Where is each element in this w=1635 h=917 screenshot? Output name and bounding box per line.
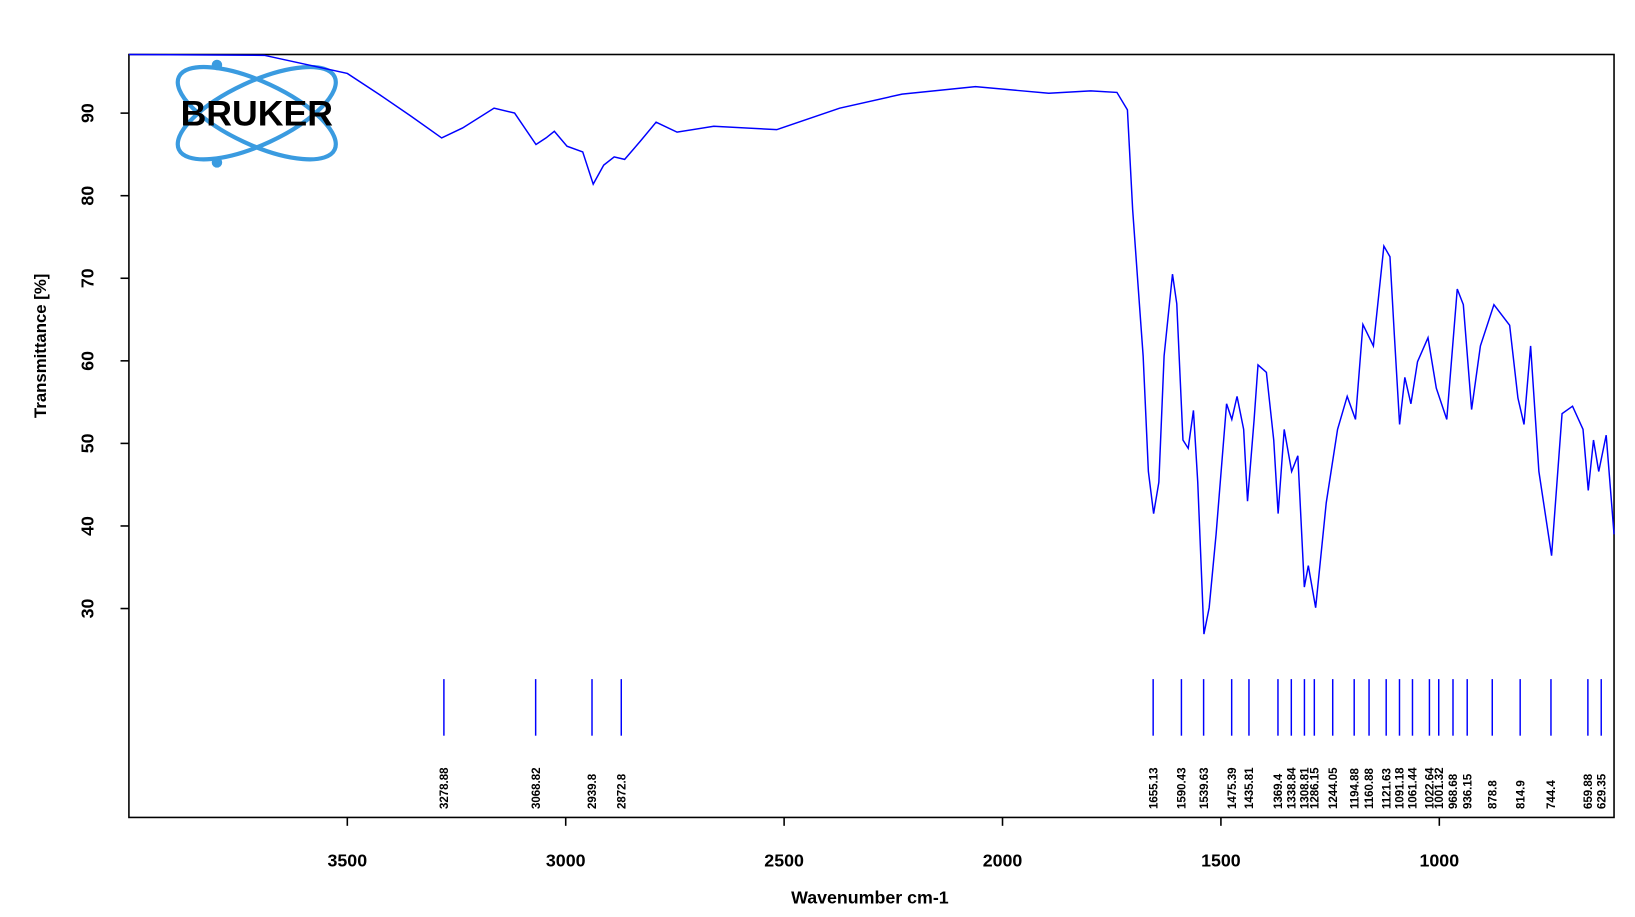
peak-label: 1539.63 bbox=[1199, 767, 1211, 809]
y-tick-label: 50 bbox=[77, 433, 97, 453]
logo: BRUKER bbox=[175, 59, 338, 168]
peak-label: 744.4 bbox=[1546, 780, 1558, 809]
y-tick-label: 40 bbox=[77, 516, 97, 536]
logo-text: BRUKER bbox=[181, 94, 333, 134]
peak-label: 1244.05 bbox=[1328, 767, 1340, 809]
peak-label: 1160.88 bbox=[1364, 767, 1376, 809]
peak-label: 1590.43 bbox=[1177, 767, 1189, 809]
peak-label: 1001.32 bbox=[1434, 767, 1446, 809]
spectrum-line bbox=[128, 53, 1615, 635]
x-tick-label: 3000 bbox=[546, 851, 586, 871]
y-tick-label: 60 bbox=[77, 351, 97, 371]
peak-label: 1091.18 bbox=[1395, 767, 1407, 809]
peak-label: 1338.84 bbox=[1287, 767, 1299, 809]
peak-label: 1194.88 bbox=[1349, 767, 1361, 809]
peak-label: 814.9 bbox=[1515, 780, 1527, 809]
peak-label: 629.35 bbox=[1596, 773, 1608, 809]
peak-label: 1369.4 bbox=[1273, 773, 1285, 809]
peak-label: 3068.82 bbox=[531, 767, 543, 809]
peak-label: 1475.39 bbox=[1227, 767, 1239, 809]
peak-label: 1061.44 bbox=[1408, 767, 1420, 809]
x-tick-label: 2500 bbox=[764, 851, 804, 871]
peak-label: 968.68 bbox=[1448, 773, 1460, 809]
peak-label: 936.15 bbox=[1462, 773, 1474, 809]
y-tick-label: 30 bbox=[77, 599, 97, 619]
peak-label: 1435.81 bbox=[1244, 767, 1256, 809]
y-tick-label: 90 bbox=[77, 103, 97, 123]
peak-label: 1286.15 bbox=[1310, 767, 1322, 809]
x-tick-label: 1500 bbox=[1201, 851, 1241, 871]
y-tick-label: 80 bbox=[77, 186, 97, 206]
plot-frame bbox=[128, 53, 1615, 819]
peak-label: 1121.63 bbox=[1381, 768, 1393, 809]
peak-label: 659.88 bbox=[1583, 773, 1595, 809]
peak-label: 1308.81 bbox=[1300, 767, 1312, 809]
peak-label: 3278.88 bbox=[439, 767, 451, 809]
peak-label: 2939.8 bbox=[587, 773, 599, 809]
peak-label: 878.8 bbox=[1487, 780, 1499, 809]
x-tick-label: 3500 bbox=[328, 851, 368, 871]
y-tick-label: 70 bbox=[77, 268, 97, 288]
x-axis-title: Wavenumber cm-1 bbox=[791, 887, 949, 907]
peak-label: 2872.8 bbox=[616, 773, 628, 809]
x-tick-label: 2000 bbox=[983, 851, 1023, 871]
x-tick-label: 1000 bbox=[1420, 851, 1460, 871]
peak-label: 1022.64 bbox=[1425, 767, 1437, 809]
y-axis-title: Transmittance [%] bbox=[31, 274, 50, 418]
peak-label: 1655.13 bbox=[1148, 767, 1160, 809]
